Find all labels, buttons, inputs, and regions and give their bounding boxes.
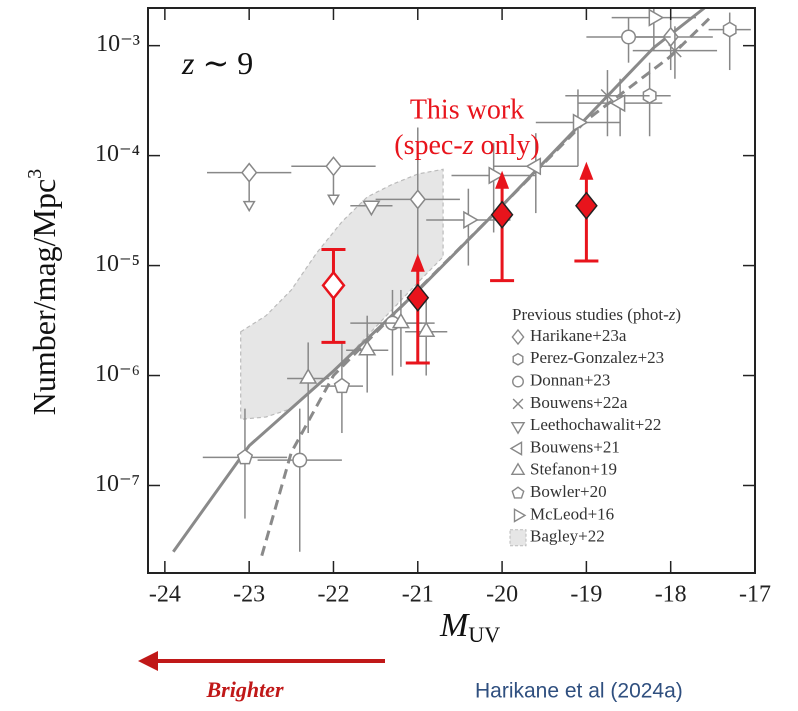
redshift-annotation: z ∼ 9 (181, 45, 253, 81)
x-label-main: M (439, 607, 470, 644)
marker (722, 21, 737, 38)
legend-label: Stefanon+19 (530, 460, 617, 479)
y-axis-label: Number/mag/Mpc3 (24, 169, 63, 415)
plot-background (148, 8, 755, 573)
marker (525, 157, 542, 176)
marker (406, 283, 430, 312)
marker (511, 486, 525, 499)
marker (510, 462, 526, 475)
marker (292, 452, 308, 468)
marker (242, 200, 256, 213)
marker (358, 339, 377, 356)
marker (417, 321, 436, 338)
sublabel-z: z (462, 130, 474, 161)
marker (621, 29, 637, 45)
brighter-label: Brighter (205, 677, 283, 702)
marker (511, 328, 525, 346)
marker (299, 368, 318, 384)
marker (510, 422, 526, 435)
y-tick-label: 10⁻⁷ (95, 471, 140, 497)
legend-label: McLeod+16 (530, 504, 614, 523)
legend-title-b: ) (675, 305, 681, 324)
marker (572, 113, 589, 132)
marker (509, 441, 523, 456)
y-tick-label: 10⁻⁴ (95, 141, 140, 167)
marker (333, 377, 351, 394)
legend-title-z: z (668, 305, 676, 324)
plot-area (172, 8, 751, 557)
legend-label: Leethochawalit+22 (530, 415, 661, 434)
model-curve (260, 13, 714, 557)
marker (648, 8, 665, 27)
legend-label: Donnan+23 (530, 371, 610, 390)
y-tick-label: 10⁻⁶ (95, 361, 140, 387)
legend-label: Perez-Gonzalez+23 (530, 348, 664, 367)
marker (327, 194, 340, 206)
plot-frame (147, 7, 756, 574)
marker (512, 375, 524, 388)
this-work-sublabel: (spec-z only) (394, 130, 539, 161)
legend-swatch (509, 529, 527, 547)
x-tick-label: -21 (402, 582, 434, 608)
annotation-z: z (181, 45, 195, 81)
marker (490, 200, 514, 229)
sublabel-a: (spec- (394, 130, 462, 161)
marker (575, 191, 598, 220)
legend-label: Harikane+23a (530, 326, 627, 345)
this-work-label: This work (410, 94, 524, 125)
x-tick-label: -18 (655, 582, 687, 608)
x-tick-label: -19 (570, 582, 602, 608)
legend-title-a: Previous studies (phot- (512, 305, 669, 324)
lower-limit-head (495, 170, 510, 189)
legend-title: Previous studies (phot-z) (512, 305, 681, 324)
x-tick-label: -22 (317, 582, 349, 608)
marker (512, 398, 524, 410)
marker (609, 94, 626, 113)
x-label-sub: UV (468, 622, 500, 647)
marker (241, 162, 258, 183)
credit: Harikane et al (2024a) (475, 680, 683, 703)
marker (488, 166, 505, 185)
marker (362, 200, 381, 217)
marker (391, 312, 410, 329)
marker (512, 352, 524, 366)
y-label-main: Number/mag/Mpc (26, 179, 62, 415)
x-axis-label: MUV (439, 607, 500, 647)
annotation-rest: ∼ 9 (194, 45, 253, 81)
x-tick-label: -17 (739, 582, 771, 608)
marker (325, 156, 342, 177)
legend: Harikane+23a Perez-Gonzalez+23 Donnan+23 Bo… (509, 326, 664, 547)
marker (668, 43, 682, 58)
marker (236, 448, 254, 465)
y-tick-label: 10⁻⁵ (95, 251, 140, 277)
sublabel-b: only) (474, 130, 540, 161)
y-tick-label: 10⁻³ (96, 31, 140, 57)
marker (409, 189, 426, 210)
x-tick-label: -23 (233, 582, 265, 608)
marker (513, 508, 527, 523)
legend-label: Bouwens+22a (530, 393, 628, 412)
legend-label: Bowler+20 (530, 482, 607, 501)
marker (463, 210, 479, 229)
marker (600, 88, 615, 103)
legend-label: Bouwens+21 (530, 437, 620, 456)
y-label-sup: 3 (24, 169, 46, 179)
x-tick-label: -24 (149, 582, 181, 608)
x-tick-label: -20 (486, 582, 518, 608)
marker (321, 270, 346, 301)
legend-label: Bagley+22 (530, 527, 605, 546)
lower-limit-head (579, 161, 594, 180)
lower-limit-head (410, 253, 425, 272)
